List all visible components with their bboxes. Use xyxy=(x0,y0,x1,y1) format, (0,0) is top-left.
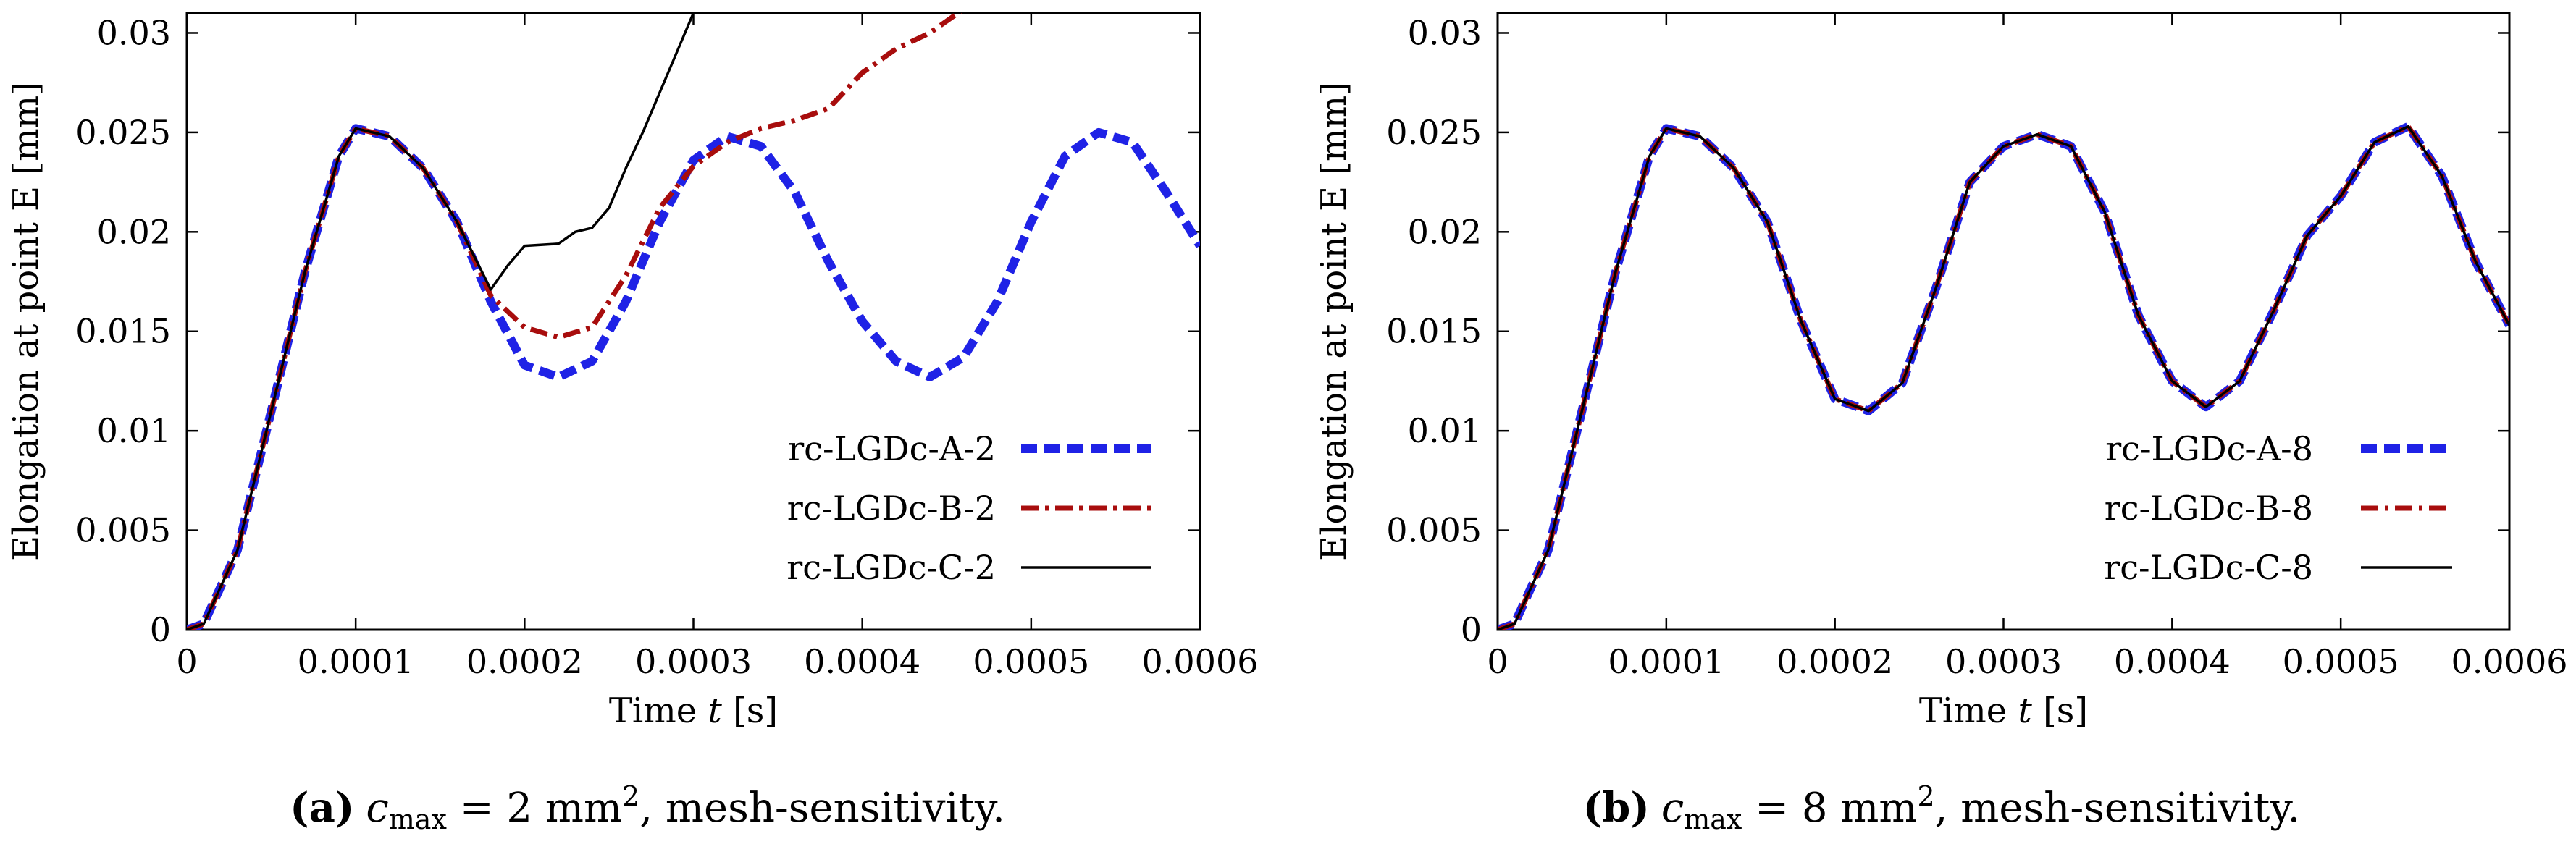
y-tick-label: 0.02 xyxy=(1408,212,1482,251)
figure-caption: (a) cmax = 2 mm2, mesh-sensitivity. xyxy=(290,780,1005,835)
series-line-rc-LGDc-A-2 xyxy=(187,124,1200,630)
x-tick-label: 0 xyxy=(1487,642,1508,681)
x-axis-label-var: t xyxy=(708,691,722,731)
series-line-rc-LGDc-B-2 xyxy=(187,13,962,630)
caption-var: c xyxy=(1661,785,1684,832)
x-tick-label: 0.0002 xyxy=(1776,642,1893,681)
y-tick-label: 0 xyxy=(150,610,171,649)
x-axis-label-unit: [s] xyxy=(2032,691,2088,731)
caption-sup: 2 xyxy=(1917,780,1934,812)
plot-frame xyxy=(1496,12,2511,631)
x-tick-label: 0.0003 xyxy=(635,642,752,681)
y-tick-label: 0.025 xyxy=(75,113,171,152)
x-tick-label: 0 xyxy=(176,642,197,681)
x-tick-label: 0.0005 xyxy=(2283,642,2399,681)
caption-tag: (a) xyxy=(290,784,354,832)
y-tick-label: 0.01 xyxy=(97,411,171,450)
y-tick-label: 0.015 xyxy=(1386,312,1482,351)
figure-caption: (b) cmax = 8 mm2, mesh-sensitivity. xyxy=(1583,780,2301,835)
y-axis-label: Elongation at point E [mm] xyxy=(6,82,46,561)
y-tick-label: 0.02 xyxy=(97,212,171,251)
legend-label: rc-LGDc-A-2 xyxy=(788,429,996,468)
series-line-rc-LGDc-C-8 xyxy=(1498,125,2509,630)
x-axis-label-text: Time xyxy=(609,691,708,731)
y-tick-label: 0.005 xyxy=(75,511,171,550)
x-tick-label: 0.0006 xyxy=(1142,642,1259,681)
x-tick-label: 0.0004 xyxy=(2114,642,2231,681)
plot-frame xyxy=(185,12,1201,631)
legend-label: rc-LGDc-C-8 xyxy=(2104,548,2313,587)
y-tick-label: 0.025 xyxy=(1386,113,1482,152)
caption-sub: max xyxy=(389,803,447,835)
y-tick-label: 0.03 xyxy=(1408,13,1482,52)
y-tick-label: 0.03 xyxy=(97,13,171,52)
caption-eq: = 8 mm xyxy=(1742,785,1917,832)
x-axis-label-text: Time xyxy=(1919,691,2018,731)
x-tick-label: 0.0005 xyxy=(973,642,1089,681)
caption-rest: , mesh-sensitivity. xyxy=(639,785,1005,832)
caption-sub: max xyxy=(1684,803,1742,835)
x-axis-label-unit: [s] xyxy=(722,691,778,731)
y-tick-label: 0.005 xyxy=(1386,511,1482,550)
legend-label: rc-LGDc-A-8 xyxy=(2105,429,2313,468)
x-tick-label: 0.0006 xyxy=(2451,642,2568,681)
chart-panel-b: 0 0.0001 0.0002 0.0003 0.0004 0.0005 0.0006 0 0.… xyxy=(1314,12,2568,835)
legend-label: rc-LGDc-B-8 xyxy=(2105,489,2313,528)
x-tick-label: 0.0003 xyxy=(1945,642,2062,681)
legend-label: rc-LGDc-B-2 xyxy=(787,489,996,528)
x-tick-label: 0.0004 xyxy=(804,642,920,681)
y-tick-label: 0.01 xyxy=(1408,411,1482,450)
series-line-rc-LGDc-A-8 xyxy=(1498,122,2509,630)
caption-rest: , mesh-sensitivity. xyxy=(1935,785,2301,832)
caption-sup: 2 xyxy=(622,780,639,812)
y-axis-label: Elongation at point E [mm] xyxy=(1314,82,1354,561)
y-tick-label: 0 xyxy=(1461,610,1482,649)
x-axis-label: Time t [s] xyxy=(1919,691,2088,731)
x-tick-label: 0.0002 xyxy=(466,642,583,681)
x-axis-label: Time t [s] xyxy=(609,691,778,731)
x-tick-label: 0.0001 xyxy=(298,642,414,681)
caption-tag: (b) xyxy=(1583,784,1650,832)
series-line-rc-LGDc-C-2 xyxy=(187,13,695,630)
caption-eq: = 2 mm xyxy=(447,785,622,832)
legend-label: rc-LGDc-C-2 xyxy=(786,548,996,587)
x-axis-label-var: t xyxy=(2018,691,2032,731)
y-tick-label: 0.015 xyxy=(75,312,171,351)
chart-panel-a: 0 0.0001 0.0002 0.0003 0.0004 0.0005 0.0006 0 0.… xyxy=(6,12,1259,835)
series-line-rc-LGDc-B-8 xyxy=(1498,124,2509,630)
caption-var: c xyxy=(366,785,388,832)
x-tick-label: 0.0001 xyxy=(1608,642,1724,681)
